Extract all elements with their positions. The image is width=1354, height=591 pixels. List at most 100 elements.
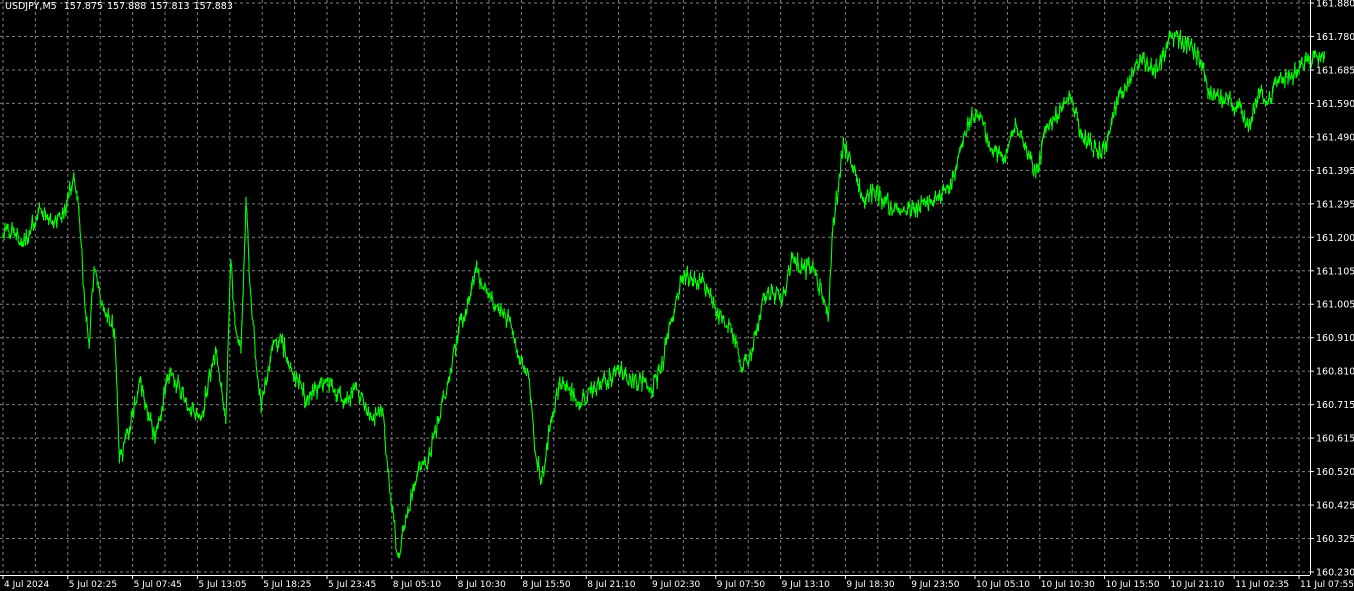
y-tick-label: 160.325: [1316, 534, 1354, 545]
close-value: 157.883: [193, 1, 233, 12]
price-segment: [802, 256, 814, 281]
price-segment: [1025, 142, 1037, 179]
price-segment: [53, 207, 65, 229]
price-segment: [103, 307, 115, 338]
price-segment: [1207, 85, 1224, 109]
price-segment: [93, 268, 105, 313]
price-segment: [812, 262, 824, 301]
price-segment: [2, 221, 14, 241]
price-segment: [541, 424, 551, 482]
x-tick-label: 9 Jul 18:30: [846, 580, 895, 590]
price-segment: [822, 296, 829, 321]
grid: [0, 0, 1310, 575]
low-value: 157.813: [150, 1, 190, 12]
x-tick-label: 11 Jul 07:55: [1300, 580, 1354, 590]
price-segment: [842, 137, 855, 174]
price-segment: [1171, 30, 1184, 50]
price-segment: [230, 259, 237, 332]
price-segment: [731, 328, 743, 373]
y-tick-label: 160.715: [1316, 400, 1354, 411]
price-segment: [721, 315, 733, 334]
y-tick-label: 161.395: [1316, 166, 1354, 177]
price-segment: [1156, 31, 1173, 72]
y-tick-label: 161.105: [1316, 266, 1354, 277]
price-segment: [88, 265, 95, 349]
price-segment: [933, 183, 951, 204]
x-tick-label: 8 Jul 15:50: [522, 580, 571, 590]
price-segment: [1257, 84, 1270, 107]
price-segment: [250, 298, 262, 414]
price-axis[interactable]: 161.880 161.780 161.685 161.590 161.490 161.3…: [1316, 0, 1354, 578]
y-tick-label: 161.005: [1316, 300, 1354, 311]
price-segment: [260, 348, 272, 412]
price-segment: [1060, 90, 1072, 112]
price-segment: [306, 376, 328, 406]
price-segment: [549, 376, 561, 432]
price-segment: [397, 506, 409, 559]
y-tick-label: 161.685: [1316, 65, 1354, 76]
x-tick-label: 9 Jul 02:30: [652, 580, 701, 590]
high-value: 157.888: [107, 1, 147, 12]
price-segment: [1014, 117, 1027, 151]
price-segment: [873, 183, 895, 216]
x-tick-label: 8 Jul 21:10: [587, 580, 636, 590]
price-segment: [22, 207, 39, 247]
price-segment: [437, 378, 450, 424]
price-segment: [771, 286, 784, 307]
x-tick-label: 5 Jul 13:05: [198, 580, 246, 590]
y-tick-label: 160.810: [1316, 367, 1354, 378]
price-segment: [1192, 42, 1204, 72]
price-segment: [913, 194, 936, 218]
price-segment: [569, 382, 581, 411]
x-tick-label: 5 Jul 02:25: [69, 580, 117, 590]
price-segment: [782, 251, 794, 301]
price-segment: [199, 346, 217, 422]
price-segment: [357, 389, 374, 421]
price-segment: [245, 196, 252, 302]
price-segment: [650, 363, 662, 398]
y-tick-label: 160.615: [1316, 434, 1354, 445]
price-segment: [1004, 119, 1017, 164]
price-segment: [701, 272, 713, 303]
price-segment: [630, 370, 647, 392]
price-segment: [139, 376, 156, 442]
x-tick-label: 10 Jul 21:10: [1170, 580, 1224, 590]
x-tick-label: 11 Jul 02:35: [1235, 580, 1289, 590]
price-segment: [969, 106, 981, 127]
price-segment: [518, 355, 531, 381]
price-segment: [893, 199, 915, 217]
x-tick-label: 9 Jul 23:50: [911, 580, 960, 590]
price-segment: [154, 368, 171, 444]
price-segment: [184, 397, 201, 421]
x-tick-label: 9 Jul 13:10: [782, 580, 831, 590]
price-segment: [1116, 83, 1128, 106]
price-segment: [1106, 98, 1118, 152]
price-segment: [1293, 52, 1310, 79]
price-segment: [959, 116, 971, 153]
price-segment: [225, 259, 232, 424]
price-segment: [427, 416, 439, 464]
price-segment: [118, 426, 131, 462]
x-tick-label: 10 Jul 15:50: [1106, 580, 1160, 590]
price-segment: [12, 227, 24, 248]
price-segment: [498, 303, 510, 328]
x-tick-label: 9 Jul 07:50: [717, 580, 766, 590]
price-segment: [989, 144, 1006, 165]
price-segment: [83, 289, 90, 347]
price-segment: [407, 469, 419, 514]
price-segment: [579, 386, 591, 409]
price-segment: [534, 449, 543, 486]
x-tick-label: 4 Jul 2024: [4, 580, 49, 590]
price-segment: [113, 329, 120, 464]
y-tick-label: 160.230: [1316, 567, 1354, 578]
y-tick-label: 161.200: [1316, 233, 1354, 244]
price-segment: [240, 197, 247, 354]
price-segment: [741, 347, 753, 373]
price-segment: [387, 467, 399, 556]
price-segment: [827, 219, 834, 322]
price-segment: [589, 370, 606, 399]
price-segment: [1268, 76, 1280, 104]
price-segment: [169, 367, 186, 403]
time-axis[interactable]: 4 Jul 2024 5 Jul 02:25 5 Jul 07:45 5 Jul 13…: [4, 580, 1354, 590]
